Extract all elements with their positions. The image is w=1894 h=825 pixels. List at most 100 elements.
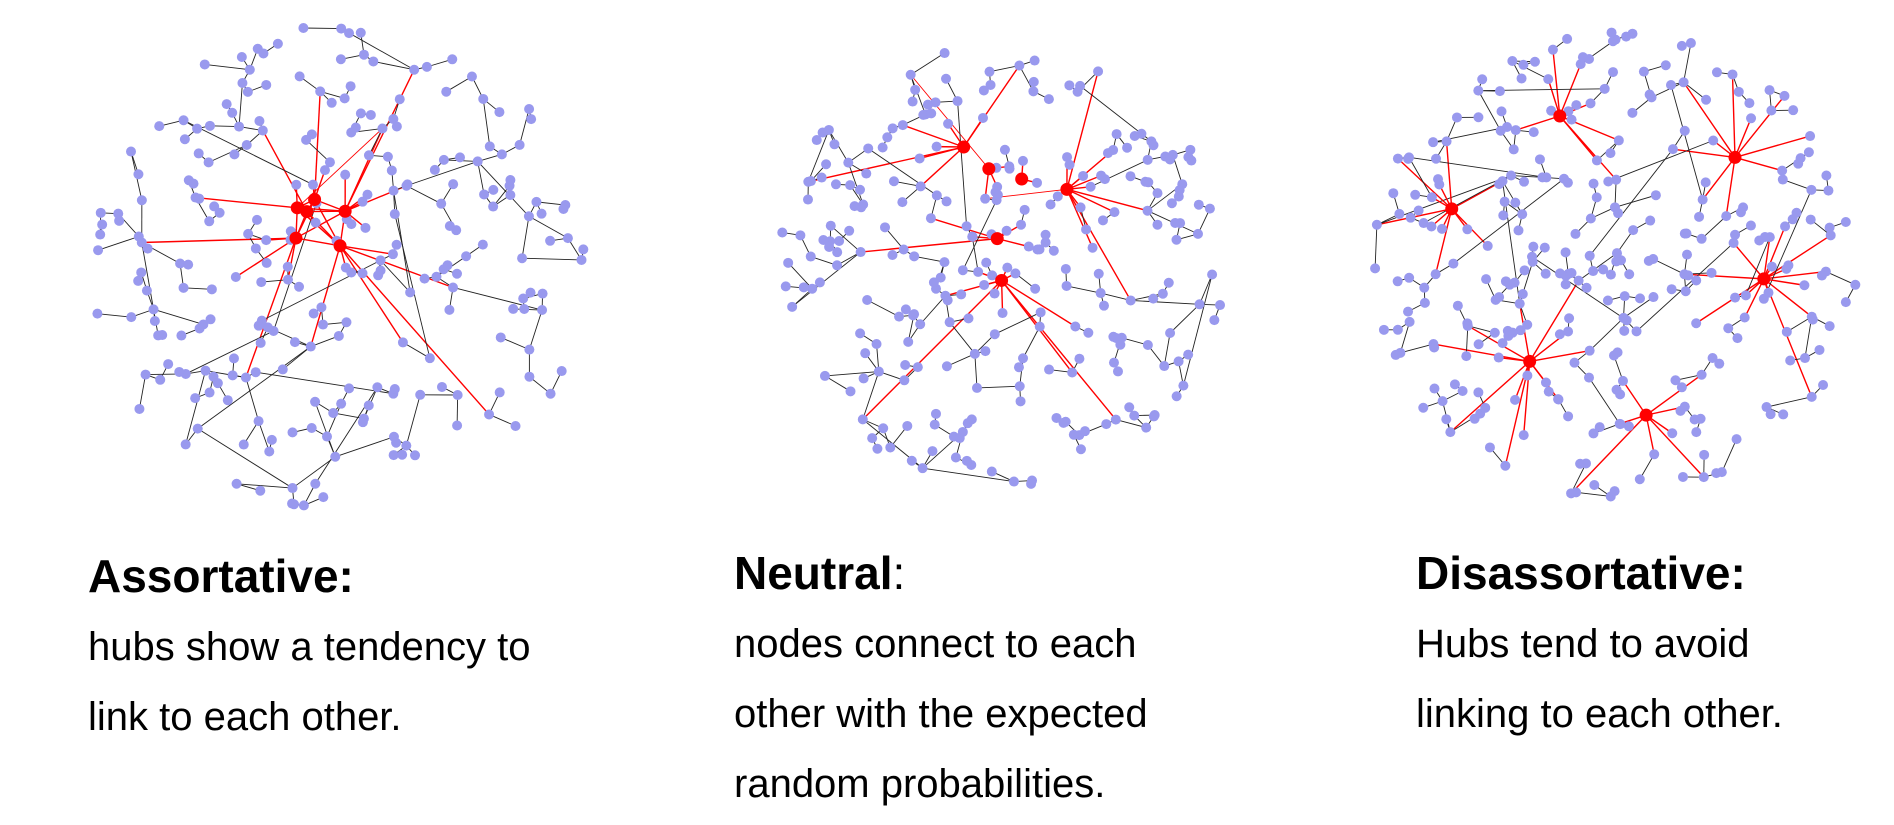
node — [1173, 356, 1184, 367]
description-line: linking to each other. — [1416, 692, 1783, 736]
node — [1678, 77, 1689, 88]
node — [1030, 283, 1041, 294]
neutral-panel-text: Neutral: nodes connect to each other wit… — [734, 545, 1148, 819]
edge — [477, 161, 485, 195]
edge — [1672, 148, 1736, 159]
node — [1426, 192, 1437, 203]
node — [1694, 211, 1705, 222]
node — [254, 115, 265, 126]
edge — [862, 371, 880, 420]
description-line: random probabilities. — [734, 762, 1106, 806]
node — [1209, 315, 1220, 326]
edge — [482, 98, 491, 147]
node — [1484, 442, 1495, 453]
edge — [245, 237, 297, 378]
node — [1793, 158, 1804, 169]
node — [929, 419, 940, 430]
node — [1591, 192, 1602, 203]
node — [902, 420, 913, 431]
edge — [830, 225, 861, 253]
node — [939, 48, 950, 59]
node — [1430, 269, 1441, 280]
edge — [208, 144, 247, 163]
node — [1457, 386, 1468, 397]
node — [1109, 207, 1120, 218]
node — [1555, 268, 1566, 279]
node — [845, 180, 856, 191]
node — [1679, 125, 1690, 136]
edge — [962, 199, 998, 271]
node — [1611, 174, 1622, 185]
node — [880, 222, 891, 233]
edge — [1670, 84, 1704, 200]
node — [1028, 76, 1039, 87]
node — [1706, 267, 1717, 278]
node — [941, 196, 952, 207]
node — [873, 366, 884, 377]
node — [989, 288, 1000, 299]
node — [963, 313, 974, 324]
node — [1824, 321, 1835, 332]
edge — [957, 101, 968, 227]
node — [421, 61, 432, 72]
node — [1740, 290, 1751, 301]
edge — [910, 74, 926, 115]
hub-node — [982, 162, 996, 176]
disassortative-heading: Disassortative: — [1416, 547, 1746, 599]
node — [1638, 66, 1649, 77]
node — [241, 140, 252, 151]
node — [1721, 211, 1732, 222]
node — [429, 164, 440, 175]
edge — [406, 161, 478, 187]
node — [206, 284, 217, 295]
node — [326, 97, 337, 108]
edge — [1782, 179, 1812, 191]
node — [1778, 409, 1789, 420]
edge — [1434, 208, 1453, 275]
node — [1563, 326, 1574, 337]
node — [1159, 361, 1170, 372]
node — [1497, 338, 1508, 349]
node — [1140, 176, 1151, 187]
node — [1075, 80, 1086, 91]
edge — [1453, 178, 1565, 264]
edge — [258, 420, 270, 452]
node — [1649, 449, 1660, 460]
node — [1136, 128, 1147, 139]
node — [1730, 229, 1741, 240]
node — [1142, 154, 1153, 165]
node — [1040, 237, 1051, 248]
edge — [946, 353, 976, 367]
node — [943, 118, 954, 129]
node — [1166, 198, 1177, 209]
node — [888, 176, 899, 187]
disassortative-description: Hubs tend to avoid linking to each other… — [1416, 609, 1783, 749]
node — [1554, 329, 1565, 340]
node — [829, 139, 840, 150]
node — [887, 123, 898, 134]
node — [1598, 264, 1609, 275]
node — [1480, 402, 1491, 413]
node — [997, 308, 1008, 319]
node — [256, 277, 267, 288]
node — [805, 251, 816, 262]
edge — [1653, 258, 1685, 275]
edge — [1733, 242, 1765, 280]
edge — [292, 456, 336, 489]
node — [1436, 223, 1447, 234]
node — [436, 381, 447, 392]
node — [519, 303, 530, 314]
node — [1010, 268, 1021, 279]
node — [1777, 174, 1788, 185]
node — [1178, 380, 1189, 391]
node — [266, 434, 277, 445]
node — [355, 108, 366, 119]
edge — [521, 216, 530, 259]
node — [1728, 237, 1739, 248]
node — [1152, 219, 1163, 230]
node — [817, 127, 828, 138]
node — [545, 388, 556, 399]
node — [1207, 269, 1218, 280]
edge — [197, 428, 293, 489]
node — [306, 423, 317, 434]
